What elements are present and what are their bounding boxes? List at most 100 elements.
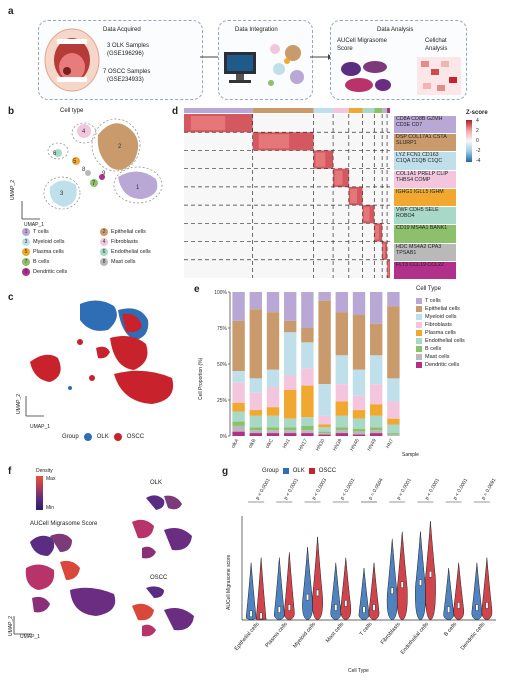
bar-segment bbox=[301, 430, 314, 434]
cluster-number-badge: 1 bbox=[22, 228, 30, 236]
group-legend-g-olk: OLK bbox=[292, 468, 305, 474]
cellchat-heatmap-thumbnail bbox=[417, 57, 461, 95]
marker-gene-label: CD8A CD8B GZMH CD3E CD7 bbox=[394, 116, 456, 134]
legend-swatch-icon bbox=[416, 322, 422, 328]
heatmap-cluster-bar bbox=[362, 108, 375, 113]
cell-type-legend-label: Plasma cells bbox=[33, 249, 64, 255]
bar-segment bbox=[249, 433, 262, 436]
bar-segment bbox=[370, 384, 383, 405]
panel-e-ylabel: Cell Proportion (%) bbox=[198, 357, 204, 400]
bar-segment bbox=[335, 401, 348, 416]
svg-text:6: 6 bbox=[53, 151, 57, 157]
legend-label: Dendritic cells bbox=[425, 362, 460, 368]
legend-swatch-icon bbox=[416, 362, 422, 368]
olk-swatch-icon bbox=[282, 468, 289, 474]
bar-segment bbox=[284, 433, 297, 436]
panel-e-xlabel: Sample bbox=[402, 452, 419, 458]
bar-segment bbox=[335, 415, 348, 428]
aucell-main-title: AUCell Migrasome Score bbox=[30, 521, 98, 527]
cell-type-legend-item: 4 Fibroblasts bbox=[100, 238, 182, 246]
violin-box bbox=[447, 606, 451, 613]
data-acquired-title: Data Acquired bbox=[103, 27, 141, 33]
violin-shape bbox=[471, 562, 483, 621]
data-integration-title: Data Integration bbox=[235, 27, 278, 33]
legend-label: Myeloid cells bbox=[425, 314, 457, 320]
bar-segment bbox=[284, 332, 297, 376]
violin-shape bbox=[443, 567, 455, 621]
arrow-right-icon bbox=[310, 54, 332, 60]
panel-b-axis-y: UMAP_2 bbox=[10, 179, 16, 200]
group-legend-olk: OLK bbox=[96, 434, 109, 440]
bar-segment bbox=[232, 371, 245, 383]
violin-shape bbox=[396, 531, 408, 621]
bar-segment bbox=[370, 292, 383, 324]
x-tick-label: HN30 bbox=[315, 438, 327, 452]
violin-box bbox=[277, 606, 281, 613]
heatmap-cluster-bar bbox=[374, 108, 383, 113]
aucell-score-umap bbox=[13, 533, 116, 635]
svg-text:3: 3 bbox=[60, 191, 64, 197]
svg-text:8: 8 bbox=[82, 167, 86, 173]
bar-segment bbox=[266, 415, 280, 428]
oscc-dot-icon bbox=[113, 433, 122, 441]
zscore-tick-0: 0 bbox=[476, 138, 479, 144]
x-tick-label: Fibroblasts bbox=[380, 621, 402, 646]
bar-segment bbox=[352, 410, 366, 419]
bar-segment bbox=[284, 375, 297, 390]
olk-samples-line1: 3 OLK Samples bbox=[107, 43, 150, 49]
density-title: Density bbox=[36, 468, 53, 474]
bar-segment bbox=[249, 378, 262, 393]
bar-segment bbox=[266, 369, 280, 388]
bar-segment bbox=[284, 430, 297, 434]
bar-segment bbox=[301, 292, 314, 328]
cluster-number-badge: 7 bbox=[22, 258, 30, 266]
violin-shape bbox=[340, 557, 352, 621]
violin-box bbox=[362, 606, 366, 613]
heatmap-block-texture bbox=[375, 225, 380, 240]
bar-segment bbox=[284, 292, 297, 321]
violin-box bbox=[287, 604, 291, 611]
y-tick-label: 75% bbox=[217, 326, 228, 332]
bar-segment bbox=[232, 402, 245, 412]
violin-shape bbox=[481, 557, 493, 621]
x-tick-label: olkA bbox=[230, 437, 240, 449]
group-legend-oscc: OSCC bbox=[126, 434, 145, 440]
bar-segment bbox=[301, 328, 314, 343]
bar-segment bbox=[301, 417, 314, 426]
bar-segment bbox=[335, 312, 348, 356]
bar-segment bbox=[370, 404, 383, 416]
cell-type-legend-item: 8 Mast cells bbox=[100, 258, 182, 266]
cell-type-legend-item: Myeloid cells bbox=[416, 313, 465, 321]
bar-segment bbox=[232, 320, 245, 372]
bar-segment bbox=[232, 382, 245, 403]
olk-umap-title: OLK bbox=[150, 480, 163, 486]
bar-segment bbox=[387, 306, 400, 379]
bar-segment bbox=[249, 392, 262, 411]
bar-segment bbox=[284, 320, 297, 333]
p-value-label: p < 0.0001 bbox=[396, 477, 413, 501]
legend-swatch-icon bbox=[416, 338, 422, 344]
violin-box bbox=[485, 602, 489, 609]
svg-text:7: 7 bbox=[92, 181, 96, 187]
density-max: Max bbox=[46, 476, 56, 482]
group-legend-title: Group bbox=[62, 434, 79, 440]
p-value-label: p < 0.0001 bbox=[283, 477, 300, 501]
bar-segment bbox=[335, 355, 348, 385]
marker-gene-label: VWF CDH5 SELE ROBO4 bbox=[394, 207, 456, 225]
cell-type-legend-label: Fibroblasts bbox=[111, 239, 138, 245]
bar-segment bbox=[266, 387, 280, 408]
x-tick-label: HN1 bbox=[282, 438, 292, 450]
violin-box bbox=[334, 604, 338, 611]
density-min: Min bbox=[46, 505, 55, 511]
cluster-number-badge: 3 bbox=[22, 238, 30, 246]
bar-segment bbox=[387, 424, 400, 434]
data-acquired-box: Data Acquired 3 OLK Samples (GSE196296) … bbox=[38, 20, 203, 100]
legend-label: B cells bbox=[425, 346, 442, 352]
svg-text:5: 5 bbox=[73, 159, 77, 165]
heatmap-block-texture bbox=[258, 134, 290, 149]
cellchat-label-line2: Analysis bbox=[425, 46, 448, 52]
bar-segment bbox=[266, 430, 280, 434]
group-legend-g: Group OLK OSCC bbox=[262, 468, 336, 474]
heatmap-cluster-bar bbox=[348, 108, 363, 113]
